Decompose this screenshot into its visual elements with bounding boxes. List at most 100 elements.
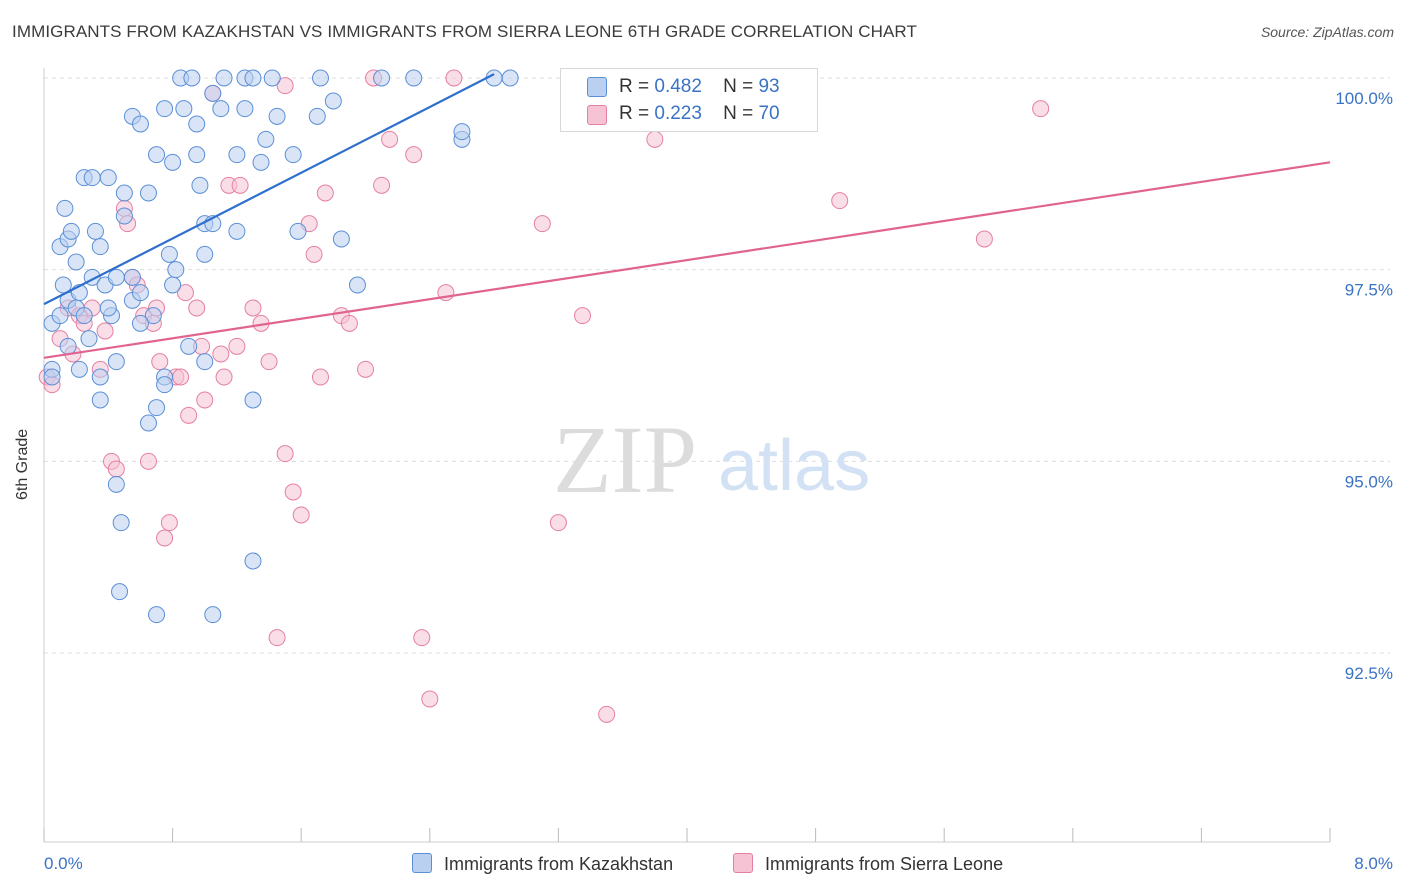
data-point — [324, 92, 342, 110]
legend-swatch-blue — [587, 77, 607, 97]
data-point — [196, 391, 214, 409]
data-point — [191, 176, 209, 194]
data-point — [167, 261, 185, 279]
r-label: R = — [619, 76, 650, 97]
watermark: ZIP atlas — [553, 406, 870, 513]
legend-row-kazakhstan: R = 0.482 N = 93 — [619, 76, 780, 98]
n-label: N = — [723, 103, 754, 124]
data-point — [228, 222, 246, 240]
legend-swatch-pink — [587, 105, 607, 125]
data-point — [183, 69, 201, 87]
data-point — [228, 146, 246, 164]
data-point — [107, 353, 125, 371]
data-point — [151, 353, 169, 371]
bottom-legend-kazakhstan: Immigrants from Kazakhstan — [412, 853, 673, 875]
data-point — [188, 299, 206, 317]
data-point — [80, 330, 98, 348]
data-point — [131, 284, 149, 302]
watermark-zip: ZIP — [553, 406, 697, 513]
data-point — [244, 299, 262, 317]
data-point — [268, 107, 286, 125]
series-sierra-leone — [38, 69, 1050, 723]
data-point — [196, 245, 214, 263]
data-point — [156, 100, 174, 118]
r-value: 0.223 — [654, 103, 702, 124]
data-point — [244, 69, 262, 87]
data-point — [156, 529, 174, 547]
data-point — [56, 199, 74, 217]
data-point — [131, 314, 149, 332]
data-point — [99, 299, 117, 317]
data-point — [188, 146, 206, 164]
data-point — [453, 123, 471, 141]
data-point — [196, 353, 214, 371]
data-point — [292, 506, 310, 524]
swatch-blue — [412, 853, 432, 873]
data-point — [123, 268, 141, 286]
r-value: 0.482 — [654, 76, 702, 97]
data-point — [139, 452, 157, 470]
data-point — [204, 606, 222, 624]
data-point — [340, 314, 358, 332]
data-point — [244, 391, 262, 409]
legend-label: Immigrants from Kazakhstan — [444, 854, 674, 874]
data-point — [188, 115, 206, 133]
n-value: 70 — [758, 103, 780, 124]
data-point — [284, 146, 302, 164]
legend-label: Immigrants from Sierra Leone — [765, 854, 1004, 874]
chart-source: Source: ZipAtlas.com — [1260, 24, 1394, 40]
data-point — [348, 276, 366, 294]
data-point — [172, 368, 190, 386]
data-point — [62, 222, 80, 240]
data-point — [316, 184, 334, 202]
data-point — [115, 207, 133, 225]
bottom-legend-sierra-leone: Immigrants from Sierra Leone — [733, 853, 1003, 875]
data-point — [276, 445, 294, 463]
data-point — [54, 276, 72, 294]
data-point — [574, 307, 592, 325]
data-point — [160, 514, 178, 532]
data-point — [311, 368, 329, 386]
data-point — [244, 552, 262, 570]
data-point — [268, 629, 286, 647]
data-point — [215, 69, 233, 87]
data-point — [381, 130, 399, 148]
n-label: N = — [723, 76, 754, 97]
data-point — [99, 169, 117, 187]
y-tick-label: 95.0% — [1345, 472, 1393, 491]
data-point — [148, 399, 166, 417]
data-point — [96, 322, 114, 340]
data-point — [405, 146, 423, 164]
x-tick-label: 0.0% — [44, 854, 83, 873]
data-point — [148, 146, 166, 164]
tick-labels: 92.5% 95.0% 97.5% 100.0% 0.0% 8.0% — [44, 89, 1393, 873]
data-point — [176, 284, 194, 302]
data-point — [75, 307, 93, 325]
x-tick-label: 8.0% — [1354, 854, 1393, 873]
data-point — [357, 360, 374, 378]
data-point — [160, 245, 178, 263]
n-value: 93 — [758, 76, 780, 97]
data-point — [91, 368, 109, 386]
data-point — [598, 705, 616, 723]
series-kazakhstan — [43, 69, 519, 624]
data-point — [373, 69, 391, 87]
data-point — [975, 230, 993, 248]
data-point — [260, 353, 278, 371]
data-point — [67, 253, 85, 271]
data-point — [83, 169, 101, 187]
trend-line-sierra-leone — [43, 161, 1331, 359]
chart-title: IMMIGRANTS FROM KAZAKHSTAN VS IMMIGRANTS… — [12, 22, 917, 41]
data-point — [180, 406, 198, 424]
axes — [43, 68, 1331, 843]
data-point — [421, 690, 439, 708]
data-point — [91, 391, 109, 409]
data-point — [445, 69, 463, 87]
data-point — [332, 230, 350, 248]
data-point — [164, 153, 182, 171]
data-point — [305, 245, 323, 263]
data-point — [284, 483, 302, 501]
data-point — [156, 376, 174, 394]
data-point — [131, 115, 149, 133]
